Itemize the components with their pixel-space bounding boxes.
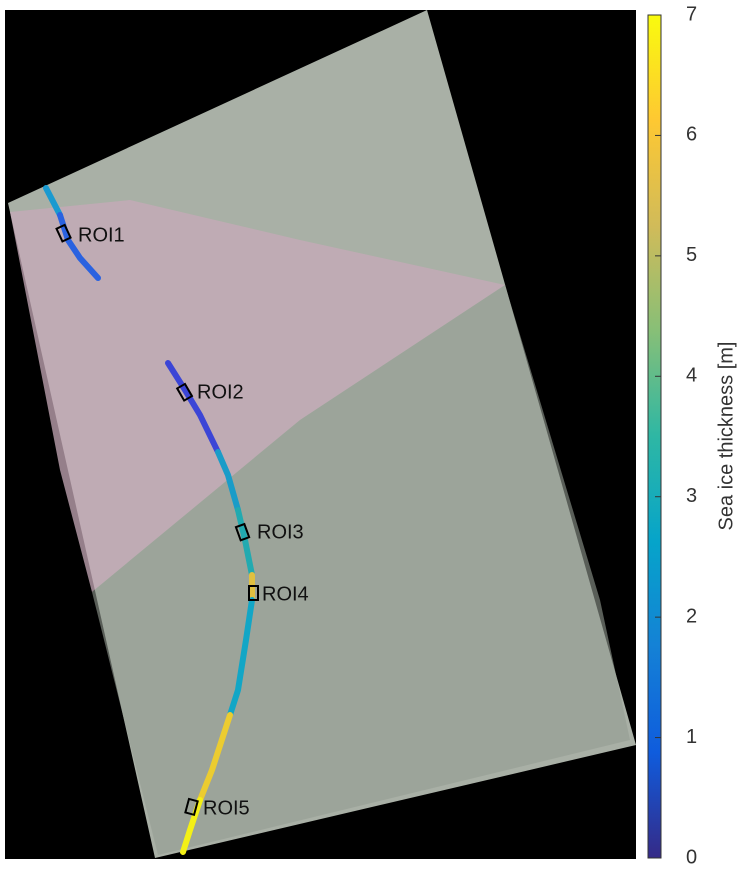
colorbar-tick-label: 4 [686,365,697,387]
colorbar-label: Sea ice thickness [m] [715,342,737,531]
figure: ROI1 ROI2 ROI3 ROI4 ROI5 Sea ice thickne… [0,0,738,869]
colorbar-tick-label: 5 [686,244,697,266]
roi-label: ROI4 [262,583,309,605]
colorbar-tick-label: 1 [686,726,697,748]
roi-label: ROI2 [197,381,244,403]
roi-label: ROI1 [78,224,125,246]
colorbar-tick-label: 0 [686,846,697,868]
colorbar-tick-label: 2 [686,605,697,627]
roi-label: ROI3 [257,521,304,543]
roi-label: ROI5 [203,797,250,819]
colorbar-tick-label: 7 [686,3,697,25]
colorbar-tick-label: 3 [686,485,697,507]
colorbar-tick-label: 6 [686,124,697,146]
colorbar [648,15,661,858]
